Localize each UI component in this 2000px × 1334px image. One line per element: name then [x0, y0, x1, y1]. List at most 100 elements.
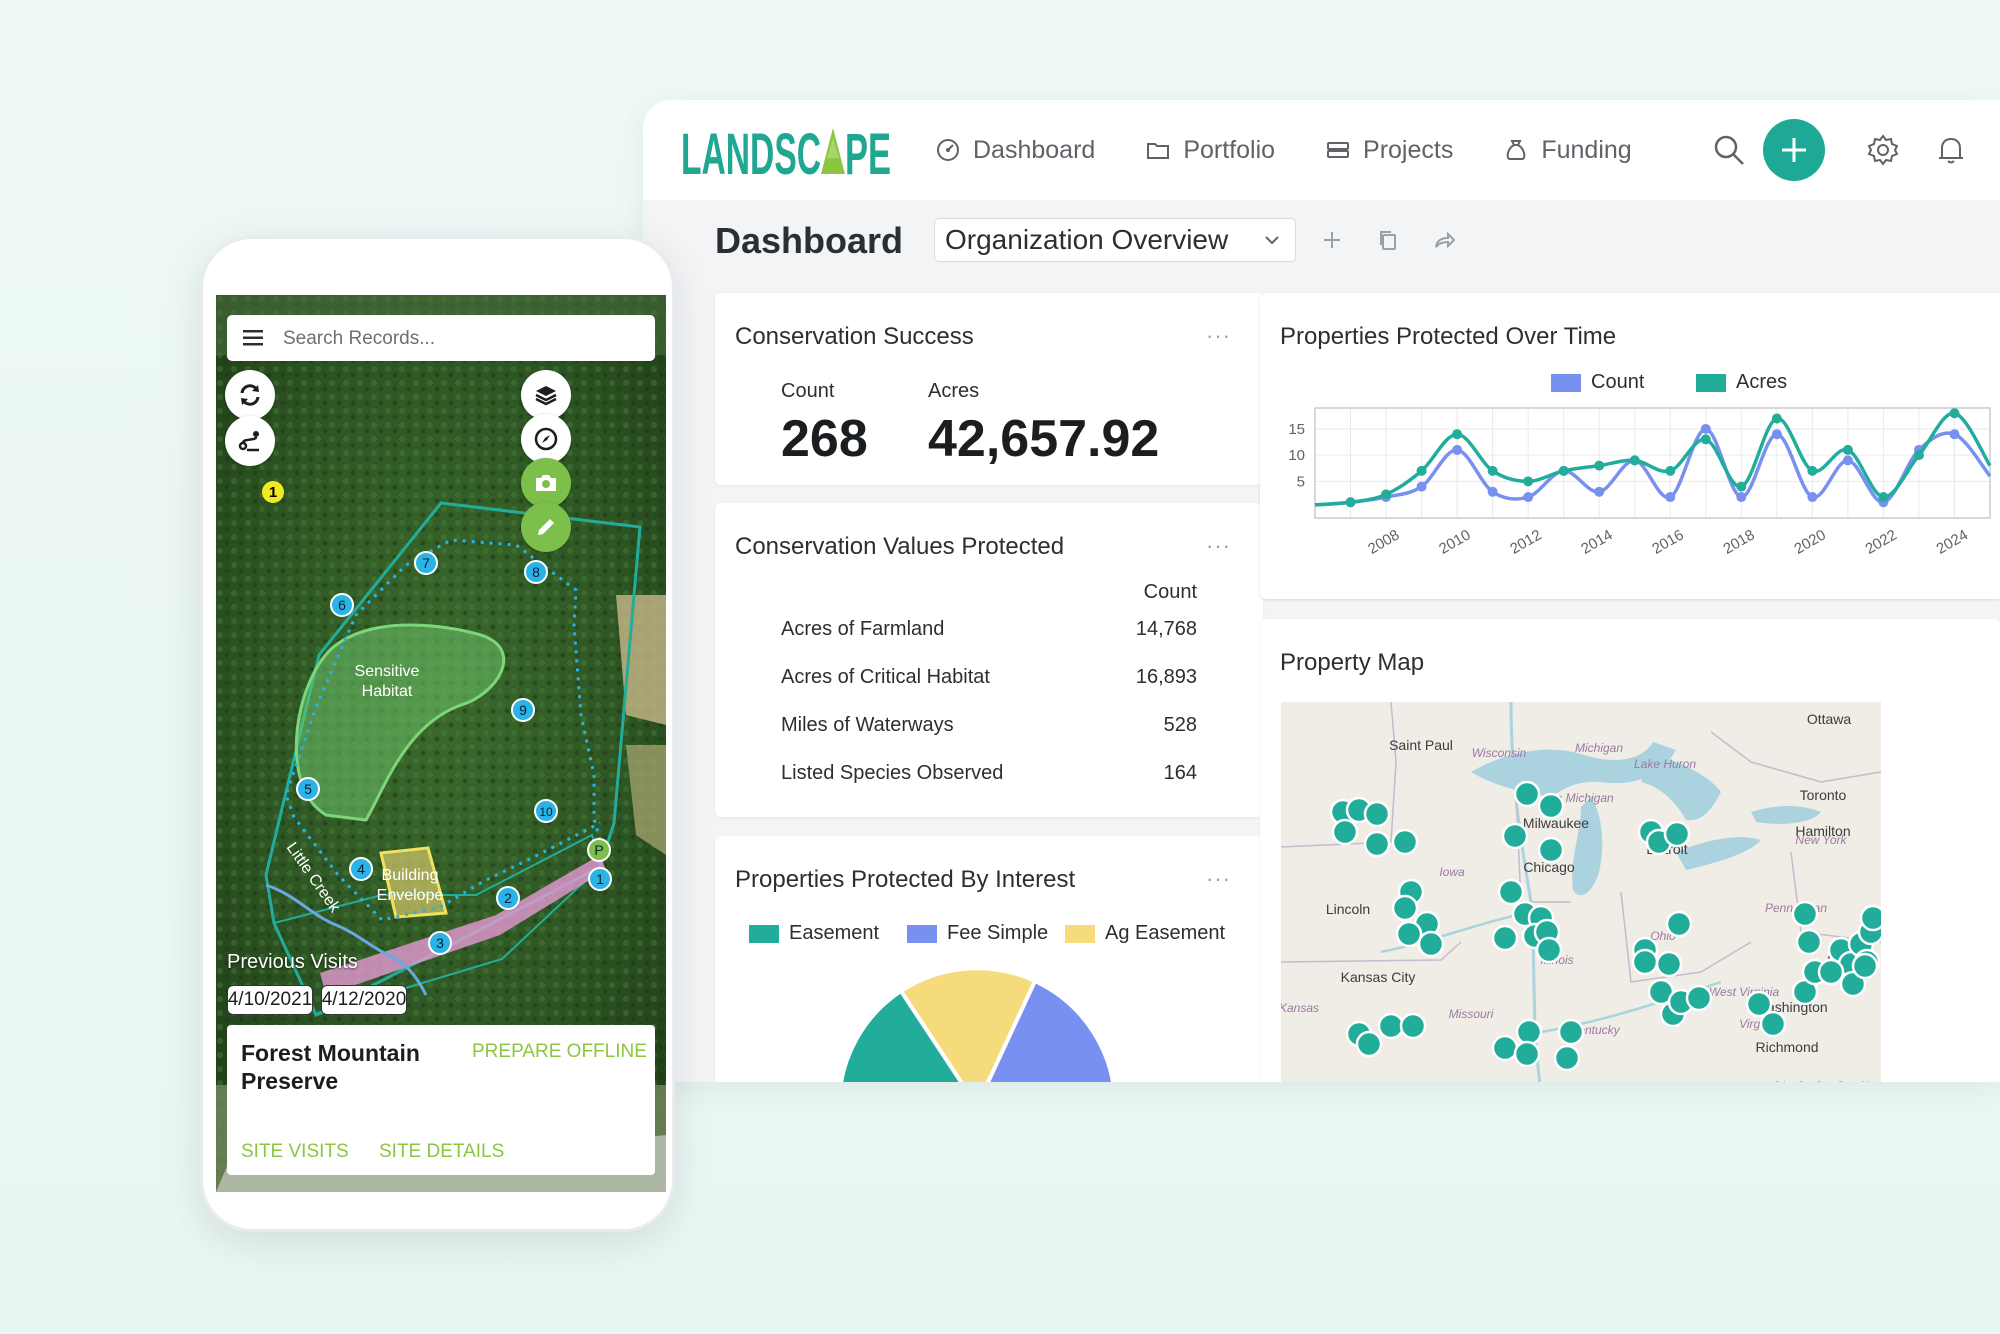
search-input[interactable]: Search Records... [283, 328, 436, 349]
data-point[interactable] [1665, 492, 1676, 503]
map-canvas[interactable]: Saint Paul Wisconsin Michigan Lake Huron Ott… [1281, 702, 1881, 1082]
compass-button[interactable] [521, 414, 571, 464]
parking-marker[interactable] [587, 838, 611, 862]
pie-slice-ag-easement[interactable] [898, 966, 1038, 1082]
property-marker[interactable] [1399, 1012, 1427, 1040]
edit-button[interactable] [521, 502, 571, 552]
visit-date-chip[interactable]: 4/12/2020 [321, 985, 407, 1015]
data-point[interactable] [1736, 492, 1747, 503]
data-point[interactable] [1665, 465, 1676, 476]
route-button[interactable] [225, 416, 275, 466]
property-marker[interactable] [1851, 952, 1879, 980]
sync-button[interactable] [225, 370, 275, 420]
waypoint-marker[interactable] [330, 593, 354, 617]
site-visits-button[interactable]: SITE VISITS [241, 1141, 349, 1162]
data-point[interactable] [1381, 489, 1392, 500]
data-point[interactable] [1452, 429, 1463, 440]
camera-button[interactable] [521, 458, 571, 508]
map-attribution[interactable]: © Leaflet, OpenStreetMap [1774, 1080, 1879, 1082]
property-marker[interactable] [1791, 900, 1819, 928]
waypoint-marker[interactable] [349, 857, 373, 881]
property-marker[interactable] [1817, 958, 1845, 986]
add-button[interactable] [1763, 119, 1825, 181]
property-marker[interactable] [1655, 950, 1683, 978]
card-menu-icon[interactable]: ··· [1206, 533, 1231, 558]
data-point[interactable] [1771, 413, 1782, 424]
property-marker[interactable] [1745, 990, 1773, 1018]
property-marker[interactable] [1491, 924, 1519, 952]
data-point[interactable] [1736, 481, 1747, 492]
data-point[interactable] [1452, 444, 1463, 455]
layers-button[interactable] [521, 370, 571, 420]
property-map[interactable]: Saint Paul Wisconsin Michigan Lake Huron Ott… [1281, 702, 1881, 1082]
data-point[interactable] [1345, 497, 1356, 508]
nav-funding[interactable]: Funding [1503, 136, 1632, 165]
property-marker[interactable] [1553, 1044, 1581, 1072]
data-point[interactable] [1700, 434, 1711, 445]
property-marker[interactable] [1515, 1018, 1543, 1046]
property-marker[interactable] [1331, 818, 1359, 846]
prepare-offline-button[interactable]: PREPARE OFFLINE [472, 1041, 647, 1062]
property-markers[interactable] [1329, 780, 1881, 1072]
data-point[interactable] [1594, 460, 1605, 471]
bell-icon[interactable] [1933, 132, 1969, 168]
building-envelope-zone[interactable] [379, 846, 448, 919]
data-point[interactable] [1558, 465, 1569, 476]
data-point[interactable] [1807, 465, 1818, 476]
nav-projects[interactable]: Projects [1325, 136, 1453, 165]
property-marker[interactable] [1363, 800, 1391, 828]
gear-icon[interactable] [1865, 132, 1901, 168]
property-marker[interactable] [1417, 930, 1445, 958]
legend-item[interactable]: Fee Simple [907, 922, 1048, 945]
data-point[interactable] [1949, 408, 1960, 419]
card-menu-icon[interactable]: ··· [1206, 866, 1231, 891]
property-marker[interactable] [1795, 928, 1823, 956]
property-marker[interactable] [1759, 1010, 1787, 1038]
waypoint-marker[interactable] [588, 867, 612, 891]
property-marker[interactable] [1537, 792, 1565, 820]
legend-item[interactable]: Acres [1696, 371, 1787, 394]
card-menu-icon[interactable]: ··· [1206, 323, 1231, 348]
data-point[interactable] [1487, 465, 1498, 476]
legend-item[interactable]: Count [1551, 371, 1644, 394]
data-point[interactable] [1700, 423, 1711, 434]
data-point[interactable] [1878, 492, 1889, 503]
hamburger-icon[interactable] [243, 329, 263, 347]
property-marker[interactable] [1391, 894, 1419, 922]
property-marker[interactable] [1665, 910, 1693, 938]
legend-item[interactable]: Easement [749, 922, 879, 945]
data-point[interactable] [1523, 492, 1534, 503]
add-view-icon[interactable] [1320, 228, 1344, 252]
nav-dashboard[interactable]: Dashboard [935, 136, 1095, 165]
property-marker[interactable] [1557, 1018, 1585, 1046]
property-marker[interactable] [1355, 1030, 1383, 1058]
pie-slice-easement[interactable] [839, 988, 977, 1082]
visit-date-chip[interactable]: 4/10/2021 [227, 985, 313, 1015]
waypoint-marker[interactable] [496, 886, 520, 910]
share-icon[interactable] [1432, 228, 1456, 252]
search-bar[interactable]: Search Records... [227, 315, 655, 361]
property-marker[interactable] [1497, 878, 1525, 906]
data-point[interactable] [1842, 444, 1853, 455]
waypoint-marker[interactable] [428, 931, 452, 955]
waypoint-markers[interactable]: 1 2 3 4 5 6 7 8 9 10 P [296, 551, 612, 955]
property-marker[interactable] [1501, 822, 1529, 850]
waypoint-marker[interactable] [524, 560, 548, 584]
property-marker[interactable] [1631, 948, 1659, 976]
property-marker[interactable] [1859, 904, 1881, 932]
data-point[interactable] [1416, 481, 1427, 492]
property-marker[interactable] [1685, 984, 1713, 1012]
data-point[interactable] [1629, 455, 1640, 466]
waypoint-marker[interactable] [296, 777, 320, 801]
property-marker[interactable] [1377, 1012, 1405, 1040]
nav-portfolio[interactable]: Portfolio [1145, 136, 1275, 165]
data-point[interactable] [1842, 455, 1853, 466]
sensitive-habitat-zone[interactable] [294, 623, 506, 822]
data-point[interactable] [1771, 429, 1782, 440]
search-icon[interactable] [1711, 132, 1747, 168]
property-marker[interactable] [1491, 1034, 1519, 1062]
data-point[interactable] [1807, 492, 1818, 503]
waypoint-marker[interactable] [414, 551, 438, 575]
brand-logo[interactable]: LANDSC PE [681, 118, 891, 182]
data-point[interactable] [1949, 429, 1960, 440]
